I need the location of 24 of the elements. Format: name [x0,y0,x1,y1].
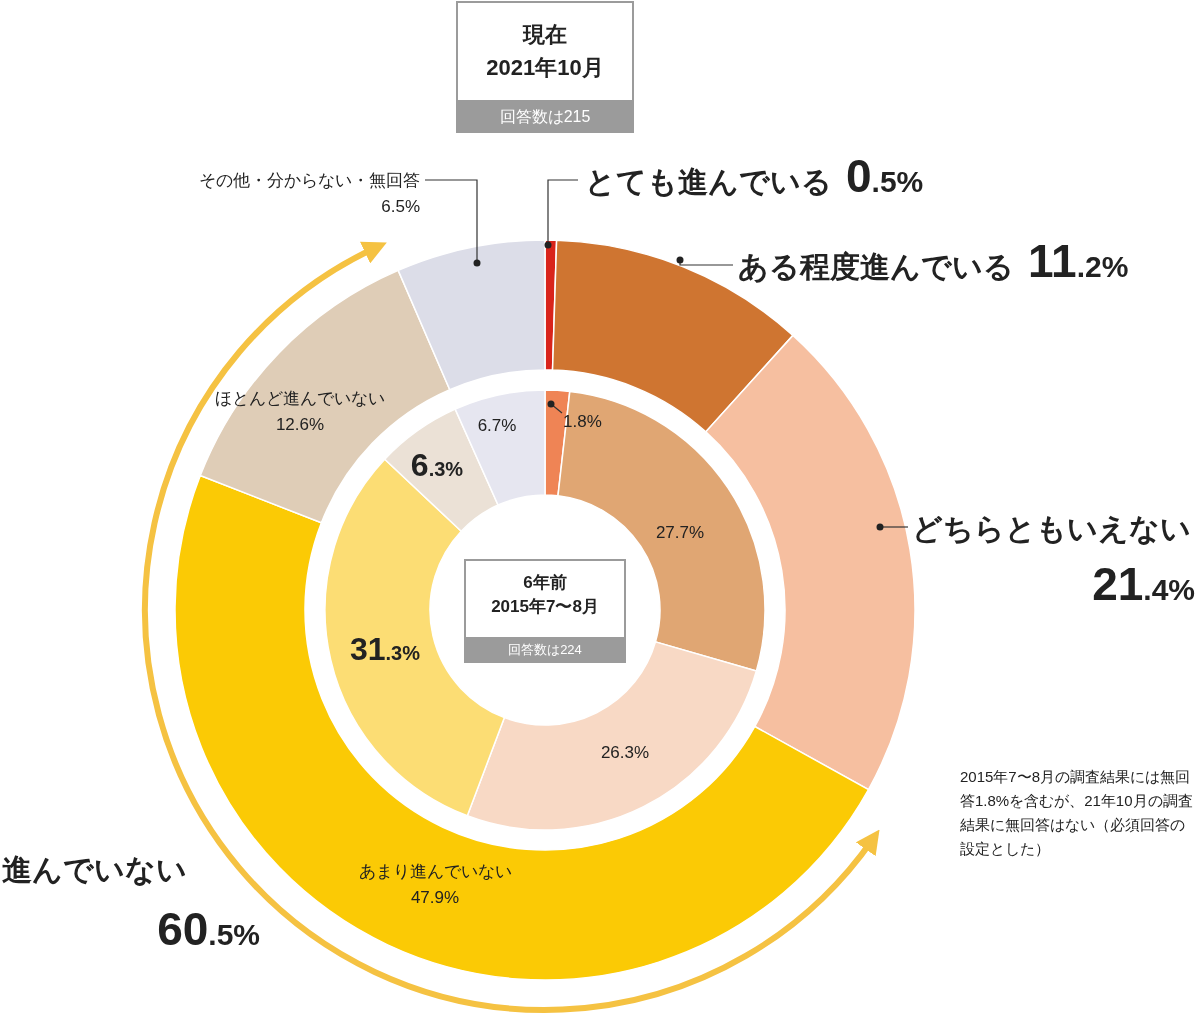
data-label: 31.3% [349,631,421,667]
data-label: 47.9% [410,888,460,907]
slice-label: ほとんど進んでいない [215,389,385,408]
slice-label: あまり進んでいない [358,862,512,881]
text: 60.5% [157,903,260,955]
text: 2015年7〜8月の調査結果には無回答1.8%を含むが、21年10月の調査結果に無回答はない（必須回答の設定とした） [959,768,1193,857]
data-label: 26.3% [600,743,650,762]
data-label: 6.3% [410,447,464,483]
chart-title: 現在 2021年10月 [486,22,604,80]
data-label: 6.7% [477,416,517,435]
text: 進んでいない [2,853,187,886]
slice-label: どちらともいえない [912,512,1191,545]
data-label: 12.6% [275,415,325,434]
data-label: 27.7% [655,523,705,542]
data-label: 11.2% [1028,235,1129,287]
data-label: 0.5% [846,150,924,202]
data-label: 6.5% [381,197,420,216]
text: 6年前 2015年7〜8月 [491,573,599,616]
slice-label: ある程度進んでいる [738,250,1014,283]
text: 回答数は224 [508,642,582,658]
chart-subtitle: 回答数は215 [499,107,591,125]
slice-label: その他・分からない・無回答 [199,171,420,190]
slice-label: とても進んでいる [585,165,832,198]
data-label: 21.4% [1092,558,1195,610]
